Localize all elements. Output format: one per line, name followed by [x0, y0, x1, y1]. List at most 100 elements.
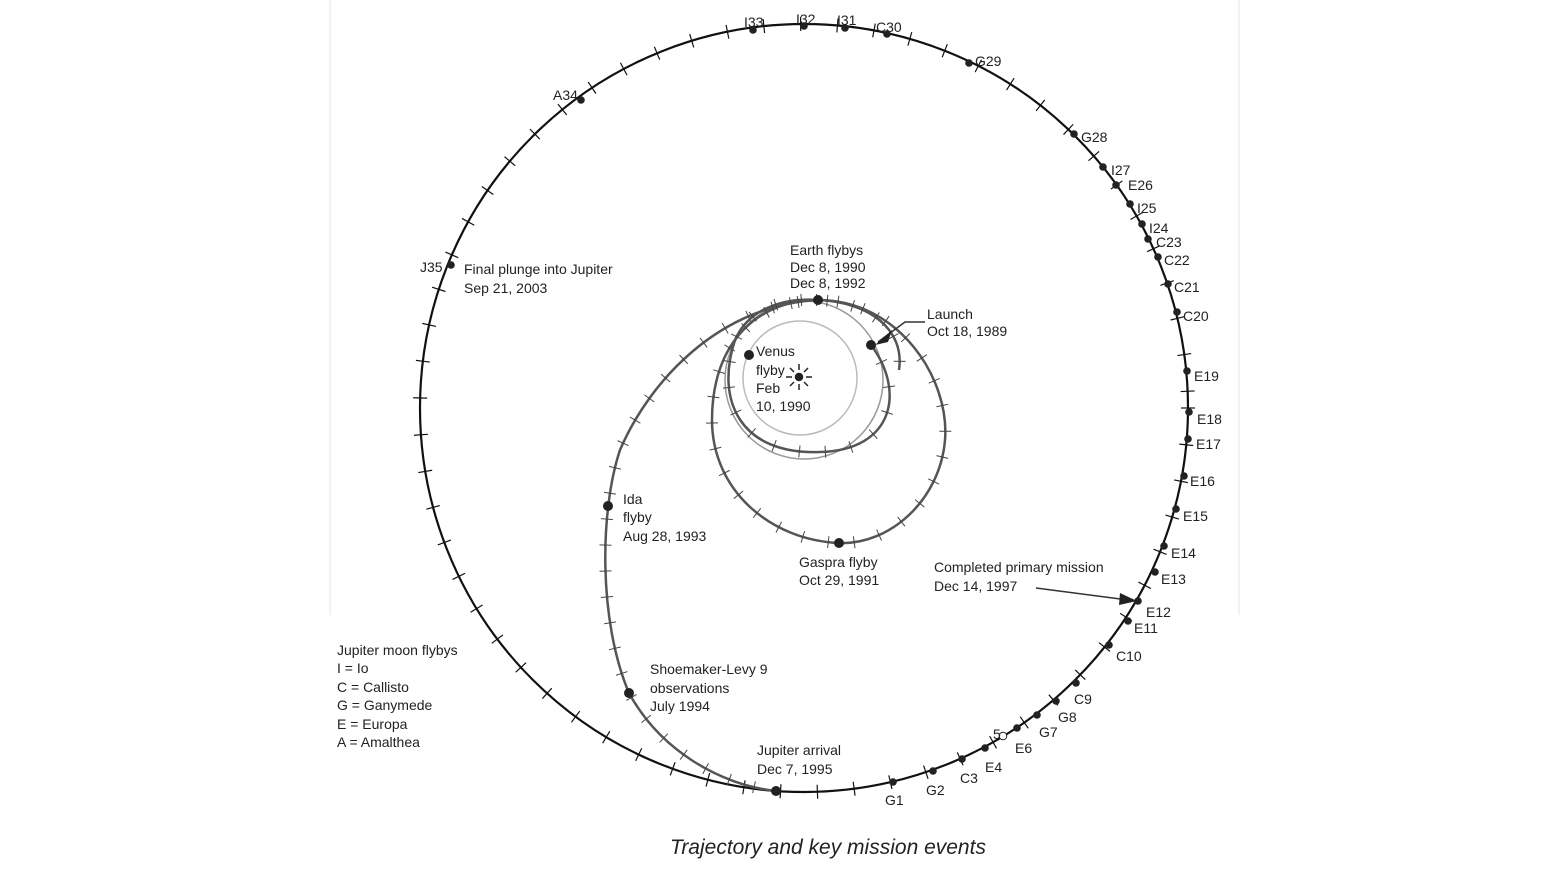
flyby-label: E15	[1183, 508, 1208, 524]
flyby-label: E12	[1146, 604, 1171, 620]
trajectory-tick	[748, 311, 757, 322]
flyby-label: E13	[1161, 571, 1186, 587]
flyby-label: G28	[1081, 129, 1108, 145]
primary-label-1: Completed primary mission	[934, 559, 1104, 575]
flyby-marker	[1185, 408, 1193, 416]
trajectory-tick	[608, 646, 621, 651]
trajectory-tick	[721, 322, 729, 334]
flyby-label: E16	[1190, 473, 1215, 489]
flyby-label: C3	[960, 770, 978, 786]
ida-marker	[603, 501, 613, 511]
trajectory-tick	[860, 302, 866, 315]
flyby-label: C30	[876, 19, 902, 35]
trajectory-tick	[752, 781, 756, 794]
plunge-label-1: Final plunge into Jupiter	[464, 261, 613, 277]
flyby-label: G2	[926, 782, 945, 798]
flyby-label: A34	[553, 87, 578, 103]
trajectory-ticks	[599, 293, 952, 794]
trajectory-tick	[871, 312, 880, 323]
sl9-marker	[624, 688, 634, 698]
flyby-label: I32	[796, 11, 816, 27]
flyby-marker	[447, 261, 455, 269]
trajectory-tick	[881, 315, 890, 327]
legend-ganymede: G = Ganymede	[337, 697, 433, 713]
flyby-label: E14	[1171, 545, 1196, 561]
flyby-marker	[929, 767, 937, 775]
flyby-label: G7	[1039, 724, 1058, 740]
flyby-marker	[1134, 597, 1142, 605]
earth-label-2: Dec 8, 1990	[790, 259, 866, 275]
trajectory-tick	[883, 385, 896, 389]
primary-label-2: Dec 14, 1997	[934, 578, 1017, 594]
legend: Jupiter moon flybys I = Io C = Callisto …	[337, 642, 458, 750]
event-labels: Earth flybys Dec 8, 1990 Dec 8, 1992 Lau…	[464, 242, 1104, 777]
trajectory-tick	[824, 445, 827, 458]
flyby-label: E17	[1196, 436, 1221, 452]
trajectory-tick	[713, 369, 725, 374]
trajectory-tick	[718, 469, 730, 477]
trajectory-tick	[875, 358, 888, 366]
sl9-label-2: observations	[650, 680, 729, 696]
event-markers	[603, 295, 876, 796]
flyby-marker	[1072, 679, 1080, 687]
arrival-marker	[771, 786, 781, 796]
flyby-label: E26	[1128, 177, 1153, 193]
trajectory-tick	[773, 298, 779, 311]
gaspra-label-1: Gaspra flyby	[799, 554, 878, 570]
flyby-marker	[1151, 568, 1159, 576]
trajectory-tick	[852, 536, 856, 549]
trajectory-tick	[914, 499, 925, 508]
arrival-label-2: Dec 7, 1995	[757, 761, 833, 777]
ida-label-3: Aug 28, 1993	[623, 528, 707, 544]
trajectory-tick	[881, 410, 893, 415]
trajectory-tick	[608, 465, 621, 470]
trajectory-tick	[800, 531, 806, 543]
legend-io: I = Io	[337, 660, 369, 676]
legend-europa: E = Europa	[337, 716, 408, 732]
venus-label-1: Venus	[756, 343, 795, 359]
flyby-marker	[883, 30, 891, 38]
flyby-marker	[1144, 235, 1152, 243]
sl9-label-3: July 1994	[650, 698, 710, 714]
flyby-marker	[1126, 200, 1134, 208]
venus-label-2: flyby	[756, 362, 785, 378]
flyby-label: G1	[885, 792, 904, 808]
flyby-label: 5	[993, 726, 1001, 742]
trajectory-tick	[722, 386, 735, 389]
trajectory-tick	[600, 595, 614, 599]
flyby-marker	[1124, 617, 1132, 625]
flyby-label: I33	[744, 14, 764, 30]
trajectory-tick	[730, 333, 743, 340]
trajectory-tick	[733, 490, 744, 499]
trajectory-tick	[800, 293, 803, 306]
trajectory-tick	[604, 621, 617, 625]
flyby-label: G29	[975, 53, 1002, 69]
trajectory-tick	[603, 491, 616, 495]
flyby-marker	[1112, 181, 1120, 189]
trajectory-tick	[747, 428, 757, 438]
ida-label-1: Ida	[623, 491, 643, 507]
trajectory-tick	[659, 733, 669, 743]
sun-icon	[786, 364, 812, 390]
trajectory-tick	[626, 693, 637, 701]
flyby-marker	[577, 96, 585, 104]
flyby-label: E4	[985, 759, 1002, 775]
flyby-marker	[1138, 220, 1146, 228]
trajectory-tick	[916, 354, 928, 362]
trajectory-tick	[788, 297, 793, 310]
earth-flyby-marker	[813, 295, 823, 305]
trajectory-tick	[900, 333, 911, 343]
trajectory-tick	[826, 294, 829, 307]
flyby-label: C23	[1156, 234, 1182, 250]
trajectory-tick	[897, 516, 906, 527]
earth-label-3: Dec 8, 1992	[790, 275, 866, 291]
flyby-marker	[1183, 367, 1191, 375]
trajectory-tick	[775, 521, 783, 533]
trajectory-tick	[936, 403, 949, 408]
trajectory-tick	[770, 301, 775, 314]
venus-orbit	[742, 320, 858, 436]
flyby-label: E19	[1194, 368, 1219, 384]
flyby-label: C22	[1164, 252, 1190, 268]
